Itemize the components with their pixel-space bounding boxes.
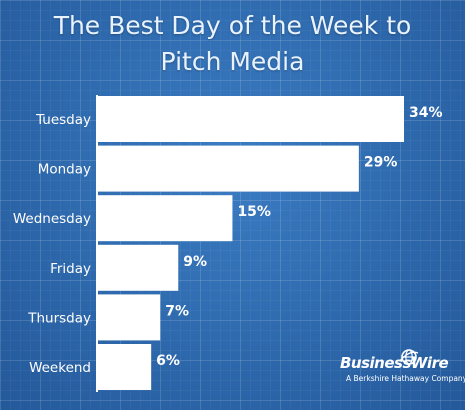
category-label-weekend: Weekend	[29, 360, 91, 376]
category-label-monday: Monday	[38, 162, 91, 178]
bar-weekend	[97, 344, 152, 390]
logo-name: BusinessWire	[340, 354, 449, 372]
chart-title-line-1: The Best Day of the Week to	[53, 11, 412, 40]
value-label-wednesday: 15%	[237, 204, 271, 220]
value-label-thursday: 7%	[165, 303, 189, 319]
bar-tuesday	[97, 96, 404, 142]
category-label-wednesday: Wednesday	[13, 211, 91, 227]
chart-title-line-2: Pitch Media	[160, 47, 305, 76]
bar-wednesday	[97, 195, 233, 242]
category-label-thursday: Thursday	[27, 310, 91, 326]
business-wire-logo: BusinessWire A Berkshire Hathaway Compan…	[340, 346, 465, 392]
bar-monday	[97, 145, 359, 192]
category-label-friday: Friday	[50, 261, 91, 277]
value-label-tuesday: 34%	[409, 105, 443, 121]
category-label-tuesday: Tuesday	[35, 112, 91, 128]
value-label-friday: 9%	[183, 254, 207, 270]
bar-thursday	[97, 294, 161, 341]
logo-tagline: A Berkshire Hathaway Company	[346, 374, 465, 383]
value-label-weekend: 6%	[156, 353, 180, 369]
value-label-monday: 29%	[364, 155, 398, 171]
bar-friday	[97, 244, 179, 291]
bars-group: Tuesday 34% Monday 29% Wednesday 15% Friday 9% T…	[13, 96, 443, 390]
globe-icon	[399, 349, 419, 365]
